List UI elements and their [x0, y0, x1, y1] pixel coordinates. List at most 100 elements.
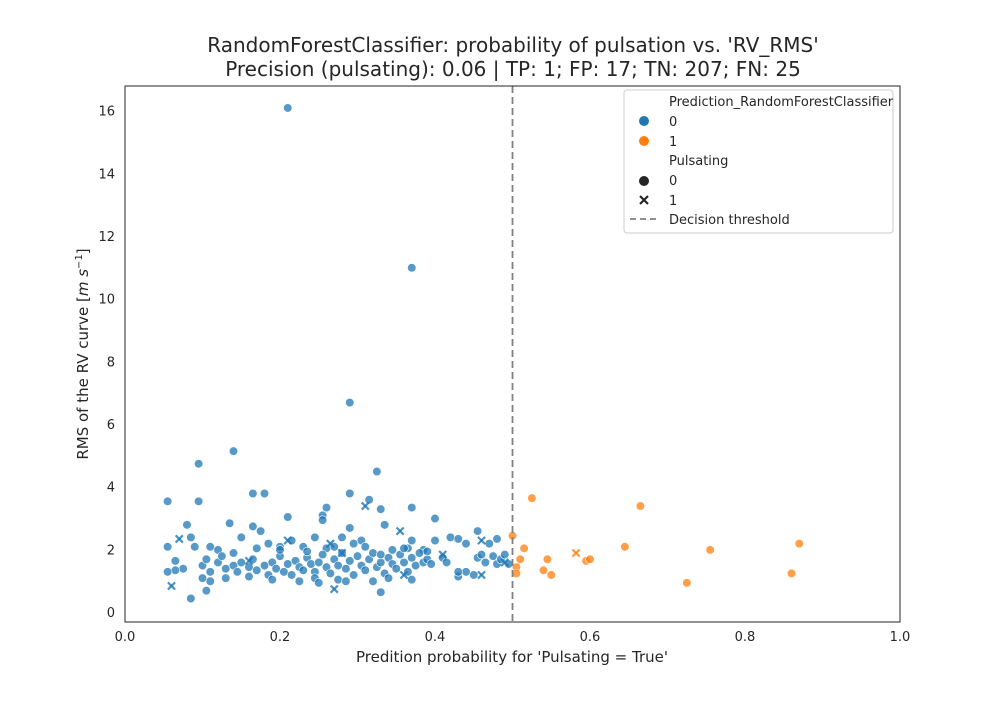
point-pred0-pulsating0	[411, 560, 421, 571]
point-pred0-pulsating0	[310, 532, 320, 542]
point-pred0-pulsating0	[263, 539, 273, 549]
legend-marker-pred1	[639, 136, 649, 146]
point-pred1-pulsating1	[571, 548, 581, 558]
point-pred0-pulsating1	[174, 534, 184, 544]
y-tick-label: 4	[107, 481, 115, 496]
point-pred0-pulsating1	[167, 581, 176, 591]
point-pred0-pulsating0	[383, 573, 394, 583]
point-pred1-pulsating0	[519, 543, 529, 553]
point-pred0-pulsating0	[170, 556, 180, 566]
point-pred0-pulsating0	[407, 263, 417, 273]
point-pred0-pulsating0	[321, 502, 332, 513]
point-pred0-pulsating0	[186, 593, 196, 604]
point-pred0-pulsating0	[422, 546, 432, 557]
point-pred0-pulsating0	[500, 550, 510, 560]
point-pred0-pulsating0	[318, 550, 328, 560]
y-axis-label: RMS of the RV curve [m s−1]	[74, 248, 92, 459]
legend-label-pulsating1: 1	[669, 194, 677, 209]
point-pred0-pulsating1	[399, 570, 409, 580]
point-pred0-pulsating0	[426, 559, 436, 569]
x-tick-label: 0.6	[580, 630, 601, 645]
point-pred0-pulsating0	[259, 560, 270, 571]
point-pred0-pulsating0	[345, 488, 355, 499]
x-tick-label: 0.0	[115, 630, 136, 645]
legend-marker-pulsating0	[639, 176, 649, 186]
chart-title: RandomForestClassifier: probability of p…	[207, 33, 819, 57]
point-pred0-pulsating0	[244, 562, 254, 572]
point-pred0-pulsating0	[345, 397, 355, 408]
point-pred0-pulsating0	[205, 567, 215, 577]
point-pred0-pulsating0	[484, 539, 494, 549]
point-pred0-pulsating0	[232, 567, 242, 577]
point-pred0-pulsating1	[337, 548, 347, 558]
y-axis-label-suffix: ]	[74, 248, 92, 254]
point-pred0-pulsating0	[407, 575, 417, 585]
point-pred0-pulsating0	[221, 573, 231, 583]
point-pred0-pulsating0	[333, 560, 343, 571]
point-pred0-pulsating0	[360, 565, 370, 575]
point-pred1-pulsating0	[705, 545, 715, 555]
point-pred0-pulsating0	[352, 551, 363, 561]
legend-marker-pred0	[639, 116, 649, 126]
point-pred0-pulsating0	[244, 571, 254, 582]
point-pred0-pulsating0	[267, 575, 277, 585]
point-pred1-pulsating0	[682, 578, 692, 588]
point-pred0-pulsating0	[325, 568, 335, 579]
point-pred0-pulsating0	[430, 535, 440, 546]
point-pred1-pulsating0	[620, 542, 630, 552]
point-pred0-pulsating0	[194, 496, 204, 506]
x-tick-label: 0.2	[270, 630, 291, 645]
point-pred0-pulsating0	[341, 576, 351, 586]
point-pred0-pulsating0	[221, 564, 231, 574]
point-pred0-pulsating0	[480, 557, 490, 568]
y-tick-label: 12	[98, 230, 115, 245]
point-pred0-pulsating0	[414, 548, 425, 558]
y-axis-label-exponent: −1	[74, 254, 85, 269]
point-pred0-pulsating0	[283, 103, 293, 113]
point-pred0-pulsating0	[236, 532, 246, 542]
point-pred0-pulsating0	[201, 586, 211, 596]
point-pred0-pulsating0	[201, 554, 211, 564]
y-tick-label: 10	[98, 293, 115, 308]
legend: Prediction_RandomForestClassifier 0 1 Pu…	[623, 89, 894, 234]
point-pred0-pulsating0	[349, 570, 359, 580]
point-pred0-pulsating0	[163, 542, 173, 552]
point-pred0-pulsating0	[228, 446, 239, 456]
point-pred0-pulsating0	[170, 565, 180, 575]
point-pred0-pulsating0	[333, 575, 343, 585]
point-pred0-pulsating0	[442, 557, 452, 568]
point-pred0-pulsating0	[476, 550, 487, 560]
point-pred1-pulsating0	[786, 568, 797, 579]
point-pred0-pulsating0	[407, 553, 417, 563]
point-pred0-pulsating0	[217, 551, 227, 561]
point-pred0-pulsating0	[256, 526, 266, 536]
point-pred0-pulsating0	[399, 543, 409, 553]
point-pred0-pulsating0	[488, 551, 498, 561]
y-tick-label: 16	[98, 105, 115, 120]
point-pred0-pulsating0	[283, 512, 293, 522]
point-pred0-pulsating0	[236, 557, 246, 568]
point-pred0-pulsating0	[163, 567, 173, 577]
x-tick-label: 0.8	[735, 630, 756, 645]
point-pred0-pulsating0	[368, 576, 378, 586]
point-pred0-pulsating0	[178, 564, 188, 574]
point-pred0-pulsating0	[252, 543, 262, 553]
legend-label-pred0: 0	[669, 115, 677, 130]
point-pred0-pulsating0	[197, 573, 208, 583]
legend-hue-title: Prediction_RandomForestClassifier	[669, 95, 894, 110]
point-pred0-pulsating0	[314, 557, 324, 568]
point-pred0-pulsating0	[279, 567, 289, 577]
point-pred0-pulsating1	[438, 550, 448, 559]
point-pred0-pulsating0	[287, 570, 297, 580]
legend-box	[623, 89, 894, 234]
point-pred0-pulsating0	[302, 546, 312, 557]
point-pred0-pulsating0	[318, 515, 328, 525]
points-layer	[163, 103, 804, 604]
point-pred0-pulsating0	[360, 542, 370, 552]
point-pred0-pulsating0	[283, 559, 293, 569]
point-pred0-pulsating0	[399, 557, 409, 568]
point-pred0-pulsating0	[469, 570, 479, 580]
